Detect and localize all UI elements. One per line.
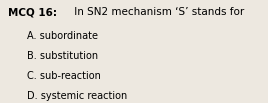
- Text: MCQ 16:: MCQ 16:: [8, 7, 57, 17]
- Text: D. systemic reaction: D. systemic reaction: [27, 91, 127, 101]
- Text: In SN2 mechanism ‘S’ stands for: In SN2 mechanism ‘S’ stands for: [71, 7, 244, 17]
- Text: C. sub-reaction: C. sub-reaction: [27, 71, 101, 81]
- Text: B. substitution: B. substitution: [27, 51, 98, 61]
- Text: A. subordinate: A. subordinate: [27, 31, 98, 41]
